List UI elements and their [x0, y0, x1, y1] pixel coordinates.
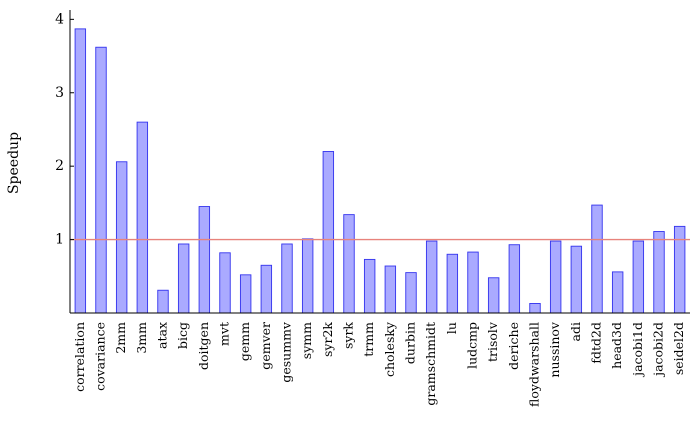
x-labels-group: correlation covariance 2mm 3mm atax bicg doitg…	[72, 321, 686, 407]
x-tick-label-adi: adi	[568, 322, 583, 341]
x-tick-label-durbin: durbin	[403, 322, 418, 364]
bar-deriche	[508, 244, 521, 314]
bar-jacobi2d	[653, 231, 665, 314]
bar-lu	[446, 253, 459, 314]
x-tick-label-symm: symm	[299, 322, 314, 359]
bar-bicg	[177, 243, 190, 314]
x-tick-label-trisolv: trisolv	[485, 321, 500, 362]
x-tick-label-nussinov: nussinov	[547, 321, 562, 378]
bar-3mm	[136, 121, 149, 314]
x-tick-label-cholesky: cholesky	[382, 321, 397, 377]
x-tick-label-deriche: deriche	[506, 322, 521, 370]
x-tick-label-doitgen: doitgen	[196, 322, 211, 370]
x-tick-label-syr2k: syr2k	[320, 322, 335, 357]
bar-adi	[570, 245, 583, 314]
bar-2mm	[115, 161, 128, 314]
x-tick-label-fdtd2d: fdtd2d	[589, 322, 604, 364]
bar-gesummv	[281, 243, 293, 314]
x-tick-label-lu: lu	[444, 322, 459, 334]
y-tick-label-4: 4	[55, 11, 64, 27]
bar-doitgen	[198, 206, 211, 314]
bar-ludcmp	[467, 251, 479, 314]
x-tick-label-trmm: trmm	[361, 322, 376, 357]
bar-gemver	[260, 264, 273, 314]
x-tick-label-ludcmp: ludcmp	[465, 322, 480, 369]
x-tick-label-2mm: 2mm	[113, 322, 128, 354]
y-tick-label-2: 2	[55, 158, 64, 174]
bar-syrk	[343, 214, 355, 314]
bar-correlation	[74, 28, 87, 314]
x-tick-label-mvt: mvt	[217, 322, 232, 346]
y-ticks-group: 1 2 3 4	[55, 11, 74, 248]
x-tick-label-atax: atax	[155, 322, 170, 349]
bar-head3d	[611, 271, 624, 314]
x-tick-label-bicg: bicg	[175, 322, 190, 349]
x-tick-label-gramschmidt: gramschmidt	[423, 322, 438, 406]
bar-floydwarshall	[529, 303, 541, 314]
bar-durbin	[405, 272, 417, 314]
x-tick-label-seidel2d: seidel2d	[671, 322, 686, 375]
bar-nussinov	[549, 240, 562, 314]
y-tick-label-1: 1	[55, 232, 64, 248]
x-tick-label-jacobi1d: jacobi1d	[630, 322, 645, 378]
y-tick-label-3: 3	[55, 85, 64, 101]
x-tick-label-head3d: head3d	[609, 322, 624, 369]
bar-trmm	[363, 258, 376, 314]
x-tick-label-gesummv: gesummv	[279, 321, 294, 383]
bar-gramschmidt	[425, 240, 438, 314]
bar-trisolv	[487, 277, 500, 314]
bar-jacobi1d	[632, 240, 645, 314]
bar-syr2k	[322, 151, 335, 314]
x-tick-label-covariance: covariance	[93, 322, 108, 391]
x-tick-label-syrk: syrk	[341, 322, 356, 349]
x-tick-label-floydwarshall: floydwarshall	[527, 322, 542, 407]
bar-covariance	[95, 46, 107, 314]
x-tick-label-gemver: gemver	[258, 322, 273, 370]
bar-cholesky	[384, 265, 397, 314]
bars-group	[74, 28, 686, 314]
x-tick-label-jacobi2d: jacobi2d	[651, 322, 666, 378]
x-tick-label-gemm: gemm	[237, 322, 252, 361]
x-tick-label-3mm: 3mm	[134, 322, 149, 354]
bar-gemm	[239, 274, 252, 314]
bar-mvt	[219, 252, 231, 314]
axes-group	[69, 10, 690, 314]
bar-symm	[301, 238, 314, 314]
bar-fdtd2d	[591, 204, 603, 314]
bar-atax	[157, 289, 169, 314]
y-axis-label: Speedup	[6, 132, 22, 194]
x-tick-label-correlation: correlation	[72, 322, 87, 392]
